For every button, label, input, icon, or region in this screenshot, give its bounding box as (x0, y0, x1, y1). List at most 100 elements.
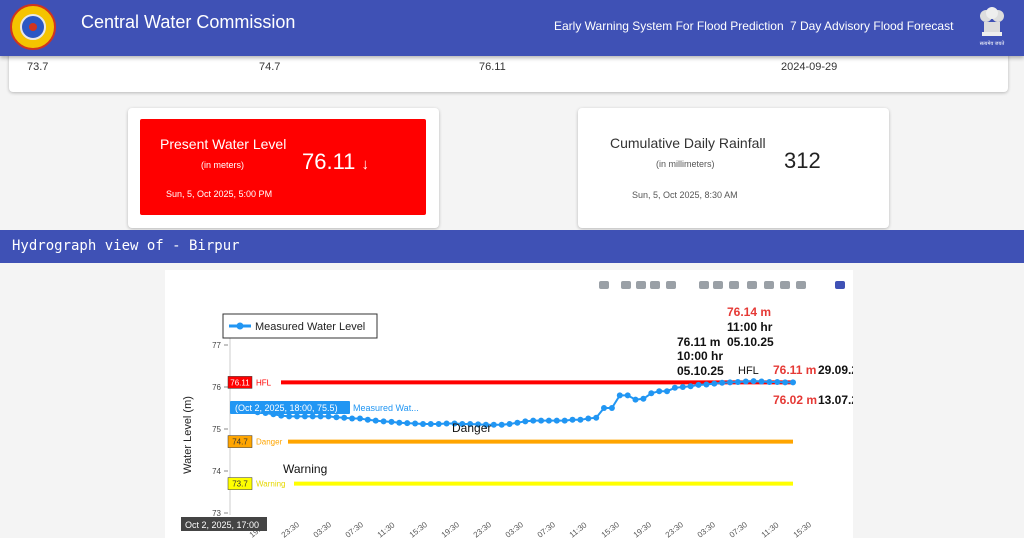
water-level-point[interactable] (656, 388, 663, 395)
lasso-icon[interactable] (666, 281, 676, 289)
water-level-point[interactable] (648, 390, 655, 397)
water-level-point[interactable] (333, 414, 340, 421)
water-level-point[interactable] (585, 415, 592, 422)
reset-axes-icon[interactable] (747, 281, 757, 289)
water-level-point[interactable] (671, 384, 678, 391)
water-level-point[interactable] (593, 414, 600, 421)
danger-annotation: Danger (452, 421, 491, 435)
x-tick-label: 15:30 (408, 520, 430, 538)
nav-advisory-forecast[interactable]: 7 Day Advisory Flood Forecast (790, 19, 954, 33)
legend-marker (236, 322, 244, 330)
water-level-point[interactable] (427, 421, 434, 427)
zoom-in-icon[interactable] (699, 281, 709, 289)
water-level-point[interactable] (750, 378, 757, 385)
camera-icon[interactable] (599, 281, 609, 289)
water-level-point[interactable] (349, 415, 356, 422)
water-level-point[interactable] (380, 418, 387, 425)
water-level-point[interactable] (325, 413, 332, 420)
water-level-point[interactable] (490, 421, 497, 428)
y-tick-label: 74 (212, 467, 221, 476)
box-select-icon[interactable] (650, 281, 660, 289)
water-level-point[interactable] (364, 416, 371, 423)
water-level-point[interactable] (467, 421, 474, 427)
water-level-point[interactable] (632, 396, 639, 403)
water-level-point[interactable] (561, 417, 568, 424)
rainfall-timestamp: Sun, 5, Oct 2025, 8:30 AM (632, 190, 738, 200)
hydrograph-chart[interactable]: 73 74 75 76 77 Water Level (m) 76.11 HFL 74.7 Dan… (165, 270, 853, 538)
water-level-point[interactable] (664, 388, 670, 395)
plotly-logo-icon[interactable] (835, 281, 845, 289)
water-level-point[interactable] (577, 416, 584, 423)
water-level-point[interactable] (396, 419, 403, 426)
water-level-point[interactable] (782, 379, 789, 386)
hover-tooltip-text: (Oct 2, 2025, 18:00, 75.5) (235, 403, 338, 413)
pan-icon[interactable] (636, 281, 646, 289)
cwc-logo[interactable] (10, 4, 56, 50)
zoom-icon[interactable] (621, 281, 631, 289)
water-level-point[interactable] (758, 378, 765, 385)
water-level-point[interactable] (742, 378, 749, 385)
hover-closest-icon[interactable] (780, 281, 790, 289)
water-level-point[interactable] (695, 381, 702, 388)
water-level-point[interactable] (553, 417, 560, 424)
water-level-point[interactable] (719, 379, 726, 386)
water-level-point[interactable] (766, 379, 773, 385)
water-level-point[interactable] (734, 379, 741, 385)
water-level-point[interactable] (404, 420, 411, 427)
x-hover-label: Oct 2, 2025, 17:00 (185, 520, 259, 530)
peak-date-annotation: 05.10.25 (727, 335, 774, 349)
water-level-point[interactable] (420, 421, 426, 427)
water-level-point[interactable] (435, 421, 442, 427)
spike-lines-icon[interactable] (764, 281, 774, 289)
water-level-point[interactable] (530, 417, 537, 424)
water-level-point[interactable] (412, 420, 419, 427)
water-level-point[interactable] (301, 413, 308, 420)
hover-compare-icon[interactable] (796, 281, 806, 289)
water-level-point[interactable] (388, 418, 395, 425)
water-level-point[interactable] (286, 413, 293, 420)
zoom-out-icon[interactable] (713, 281, 723, 289)
water-level-point[interactable] (514, 419, 521, 426)
water-level-point[interactable] (727, 379, 733, 386)
hfl-date-annotation: 29.09.2024 (818, 363, 853, 377)
present-level-timestamp: Sun, 5, Oct 2025, 5:00 PM (166, 189, 273, 199)
water-level-point[interactable] (687, 383, 694, 390)
autoscale-icon[interactable] (729, 281, 739, 289)
water-level-point[interactable] (506, 421, 513, 427)
water-level-point[interactable] (294, 413, 300, 420)
hydrograph-heading-bar: Hydrograph view of - Birpur (0, 230, 1024, 263)
water-level-point[interactable] (608, 405, 615, 411)
app-title[interactable]: Central Water Commission (81, 12, 296, 32)
water-level-point[interactable] (309, 413, 316, 420)
water-level-point[interactable] (522, 418, 529, 425)
water-level-point[interactable] (475, 421, 482, 428)
water-level-point[interactable] (538, 417, 545, 424)
present-level-value: 76.11 ↓ (302, 149, 370, 174)
water-level-point[interactable] (624, 392, 631, 399)
x-tick-label: 11:30 (568, 520, 589, 538)
water-level-point[interactable] (790, 379, 796, 386)
water-level-point[interactable] (357, 415, 363, 422)
water-level-point[interactable] (616, 392, 623, 399)
nav-early-warning[interactable]: Early Warning System For Flood Predictio… (554, 19, 784, 33)
water-level-point[interactable] (459, 421, 466, 427)
water-level-point[interactable] (317, 413, 324, 420)
water-level-point[interactable] (640, 395, 647, 402)
water-level-point[interactable] (451, 420, 458, 427)
water-level-point[interactable] (372, 417, 379, 424)
water-level-point[interactable] (341, 414, 348, 421)
water-level-point[interactable] (774, 379, 781, 385)
hydrograph-plot[interactable]: 73 74 75 76 77 Water Level (m) 76.11 HFL 74.7 Dan… (165, 270, 853, 538)
legend-label[interactable]: Measured Water Level (255, 321, 365, 333)
water-level-point[interactable] (545, 417, 552, 424)
threshold-tag-value: 73.7 (232, 480, 248, 489)
water-level-point[interactable] (601, 405, 607, 411)
water-level-point[interactable] (443, 420, 450, 427)
water-level-point[interactable] (569, 416, 576, 423)
water-level-point[interactable] (703, 381, 710, 388)
water-level-point[interactable] (711, 380, 718, 387)
water-level-point[interactable] (679, 384, 686, 390)
water-level-point[interactable] (278, 412, 285, 419)
water-level-point[interactable] (482, 421, 489, 428)
water-level-point[interactable] (498, 421, 505, 428)
